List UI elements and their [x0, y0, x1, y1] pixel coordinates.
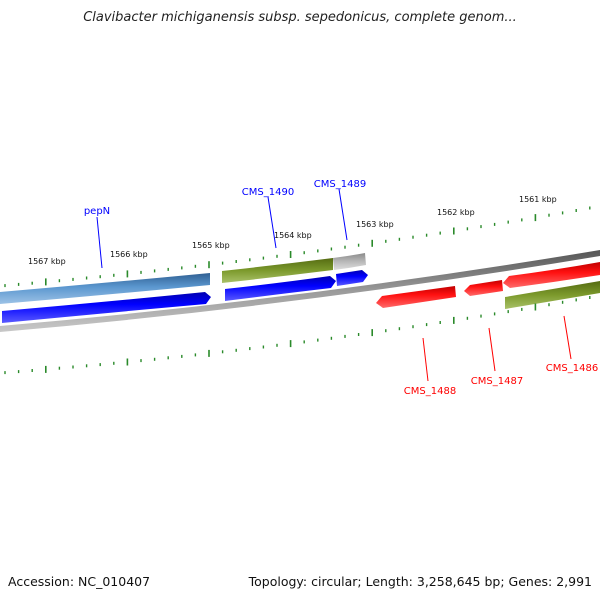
forward-gene-arrows	[2, 270, 368, 323]
gene-arrow-pepN[interactable]	[2, 292, 211, 323]
leader-line-cms-1490	[267, 196, 277, 249]
reverse-gene-arrows	[376, 262, 600, 308]
cds-bar-cms-1489[interactable]	[333, 253, 366, 270]
reverse-gene-labels: CMS_1488 CMS_1487 CMS_1486	[404, 315, 598, 397]
outer-tick-row	[4, 296, 591, 375]
map-title: Clavibacter michiganensis subsp. sepedon…	[83, 10, 517, 25]
gene-arrow-cms-1486[interactable]	[503, 262, 600, 288]
cds-bar-cms-1486[interactable]	[505, 281, 600, 309]
gene-arrow-cms-1487[interactable]	[464, 280, 503, 296]
tick-label: 1566 kbp	[110, 250, 148, 259]
genome-backbone	[0, 250, 600, 332]
forward-gene-labels: pepN CMS_1490 CMS_1489	[84, 179, 366, 269]
tick-label: 1565 kbp	[192, 241, 230, 250]
tick-label: 1564 kbp	[274, 231, 312, 240]
gene-arrow-cms-1490[interactable]	[225, 276, 336, 301]
cds-bar-pepN[interactable]	[0, 273, 210, 304]
accession-text: Accession: NC_010407	[8, 574, 151, 589]
gene-label-pepN[interactable]: pepN	[84, 206, 110, 217]
tick-label: 1563 kbp	[356, 220, 394, 229]
gene-label-cms-1486[interactable]: CMS_1486	[546, 363, 598, 374]
leader-line-cms-1489	[338, 188, 348, 241]
tick-label: 1562 kbp	[437, 208, 475, 217]
tick-labels: 1567 kbp 1566 kbp 1565 kbp 1564 kbp 1563…	[28, 195, 557, 266]
leader-line-pepN	[96, 216, 103, 269]
gene-arrow-cms-1489[interactable]	[336, 270, 368, 286]
leader-line-cms-1486	[563, 315, 572, 360]
gene-label-cms-1490[interactable]: CMS_1490	[242, 187, 294, 198]
inner-tick-row	[4, 206, 591, 288]
cds-bar-cms-1490[interactable]	[222, 258, 333, 283]
gene-label-cms-1488[interactable]: CMS_1488	[404, 386, 456, 397]
tick-label: 1567 kbp	[28, 257, 66, 266]
gene-label-cms-1489[interactable]: CMS_1489	[314, 179, 366, 190]
genome-summary-text: Topology: circular; Length: 3,258,645 bp…	[248, 574, 592, 589]
tick-label: 1561 kbp	[519, 195, 557, 204]
forward-cds-band	[0, 253, 366, 304]
leader-line-cms-1488	[422, 337, 429, 382]
gene-arrow-cms-1488[interactable]	[376, 286, 456, 308]
gene-label-cms-1487[interactable]: CMS_1487	[471, 376, 523, 387]
leader-line-cms-1487	[488, 327, 496, 372]
